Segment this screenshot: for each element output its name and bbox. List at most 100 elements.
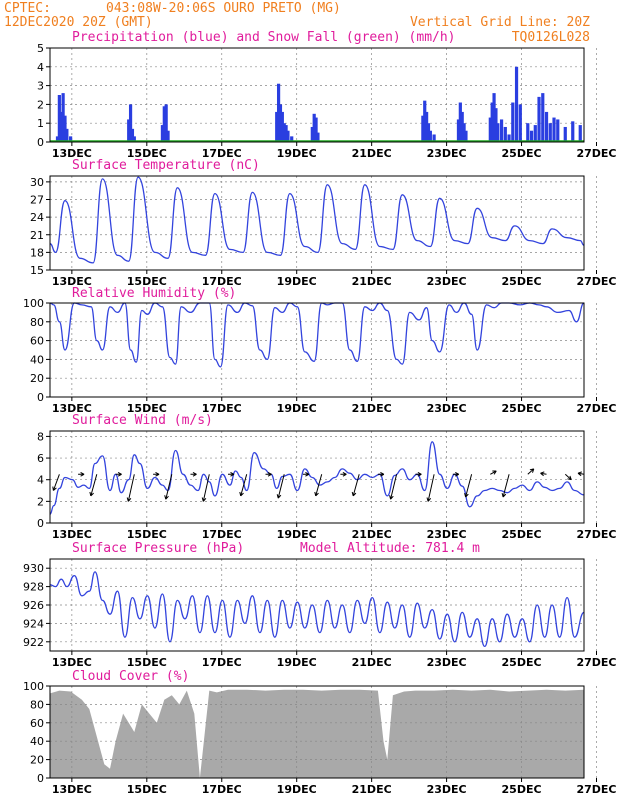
precip-bar: [162, 106, 166, 142]
wind-arrow: [501, 474, 510, 498]
precip-bar: [499, 119, 504, 142]
rh-xtick-label: 27DEC: [576, 402, 616, 415]
temp-ytick-label: 30: [30, 176, 44, 189]
precip-bar: [425, 111, 429, 142]
precip-bar: [312, 113, 316, 142]
precip-xtick-label: 13DEC: [52, 147, 92, 160]
wind-arrow: [426, 474, 435, 502]
pres-xtick-label: 17DEC: [202, 656, 242, 669]
precip-bar: [132, 136, 136, 142]
wind-series-line: [49, 441, 585, 515]
cloud-xtick-label: 17DEC: [202, 783, 242, 796]
precip-bar: [533, 125, 537, 142]
cloud-frame: [49, 685, 585, 779]
precip-bar: [511, 102, 515, 142]
rh-frame: [49, 302, 585, 398]
wind-arrow: [78, 471, 85, 477]
precip-bar: [278, 104, 283, 142]
cloud-xtick-label: 27DEC: [576, 783, 616, 796]
precip-bar: [503, 126, 507, 142]
cloud-ytick-label: 80: [30, 698, 44, 711]
precip-bar: [160, 125, 165, 142]
precip-xtick-label: 19DEC: [277, 147, 317, 160]
precip-xtick-label: 27DEC: [576, 147, 616, 160]
header-code: TQ0126L028: [512, 30, 590, 45]
temp-plot-area: [50, 176, 584, 270]
wind-frame: [49, 430, 585, 524]
cloud-xtick-label: 23DEC: [427, 783, 467, 796]
header-run: 12DEC2020 20Z (GMT): [4, 15, 153, 30]
wind-arrow: [164, 474, 173, 500]
model-altitude-label: Model Altitude: 781.4 m: [300, 541, 480, 556]
wind-xtick-label: 25DEC: [502, 528, 542, 541]
header-grid-note: Vertical Grid Line: 20Z: [410, 15, 590, 30]
precip-bar: [456, 119, 461, 142]
wind-ytick-label: 6: [37, 452, 44, 465]
rh-xtick-label: 21DEC: [352, 402, 392, 415]
precip-bar: [552, 117, 556, 142]
cloud-xtick-label: 25DEC: [502, 783, 542, 796]
cloud-xtick-label: 19DEC: [277, 783, 317, 796]
wind-arrow: [302, 471, 310, 477]
temp-xtick-label: 27DEC: [576, 275, 616, 288]
precip-bar: [490, 102, 494, 142]
precip-bar: [423, 100, 427, 142]
wind-arrow: [564, 473, 572, 481]
cloud-xtick-label: 13DEC: [52, 783, 92, 796]
wind-arrow: [377, 471, 385, 477]
wind-xtick-label: 23DEC: [427, 528, 467, 541]
precip-bar: [276, 83, 281, 142]
wind-arrow: [153, 471, 160, 477]
temp-ytick-label: 21: [30, 229, 44, 242]
precip-bar: [563, 126, 567, 142]
wind-arrow: [351, 474, 360, 497]
wind-arrow: [228, 471, 235, 477]
precip-bar: [544, 111, 549, 142]
header-location: 043:08W-20:06S OURO PRETO (MG): [106, 1, 341, 16]
wind-xtick-label: 27DEC: [576, 528, 616, 541]
wind-arrow: [52, 474, 60, 491]
precip-bar: [529, 130, 534, 142]
precip-ytick-label: 5: [37, 42, 44, 55]
wind-arrow: [115, 471, 122, 477]
wind-arrow: [265, 471, 272, 477]
precip-bar: [541, 93, 545, 142]
precip-bar: [286, 130, 290, 142]
wind-ytick-label: 2: [37, 495, 44, 508]
rh-ytick-label: 20: [30, 372, 44, 385]
wind-arrow: [239, 474, 248, 497]
precip-frame: [49, 47, 585, 143]
precip-bar: [507, 134, 511, 142]
precip-bar: [284, 125, 288, 142]
temperature-title: Surface Temperature (nC): [72, 158, 260, 173]
temp-xtick-label: 17DEC: [202, 275, 242, 288]
pres-ytick-label: 924: [23, 617, 44, 630]
rh-ytick-label: 60: [30, 335, 44, 348]
header-source: CPTEC:: [4, 1, 51, 16]
temp-ytick-label: 27: [30, 194, 44, 207]
rh-xtick-label: 13DEC: [52, 402, 92, 415]
pres-xtick-label: 27DEC: [576, 656, 616, 669]
precip-bar: [460, 111, 464, 142]
precip-xtick-label: 23DEC: [427, 147, 467, 160]
precip-bar: [514, 66, 519, 142]
precip-xtick-label: 25DEC: [502, 147, 542, 160]
cloud-area: [50, 689, 584, 778]
wind-xtick-label: 15DEC: [127, 528, 167, 541]
temp-ytick-label: 15: [30, 264, 44, 277]
temp-xtick-label: 21DEC: [352, 275, 392, 288]
precip-bar: [571, 121, 575, 142]
pres-xtick-label: 13DEC: [52, 656, 92, 669]
cloud-ytick-label: 40: [30, 735, 44, 748]
wind-ytick-label: 4: [37, 474, 44, 487]
precip-bar: [548, 123, 552, 142]
humidity-title: Relative Humidity (%): [72, 286, 236, 301]
precip-ytick-label: 0: [37, 136, 44, 149]
cloud-cover-title: Cloud Cover (%): [72, 669, 189, 684]
precip-ytick-label: 2: [37, 98, 44, 111]
wind-arrow: [464, 474, 473, 498]
precip-ytick-label: 3: [37, 80, 44, 93]
precip-bar: [314, 117, 318, 142]
precip-xtick-label: 17DEC: [202, 147, 242, 160]
